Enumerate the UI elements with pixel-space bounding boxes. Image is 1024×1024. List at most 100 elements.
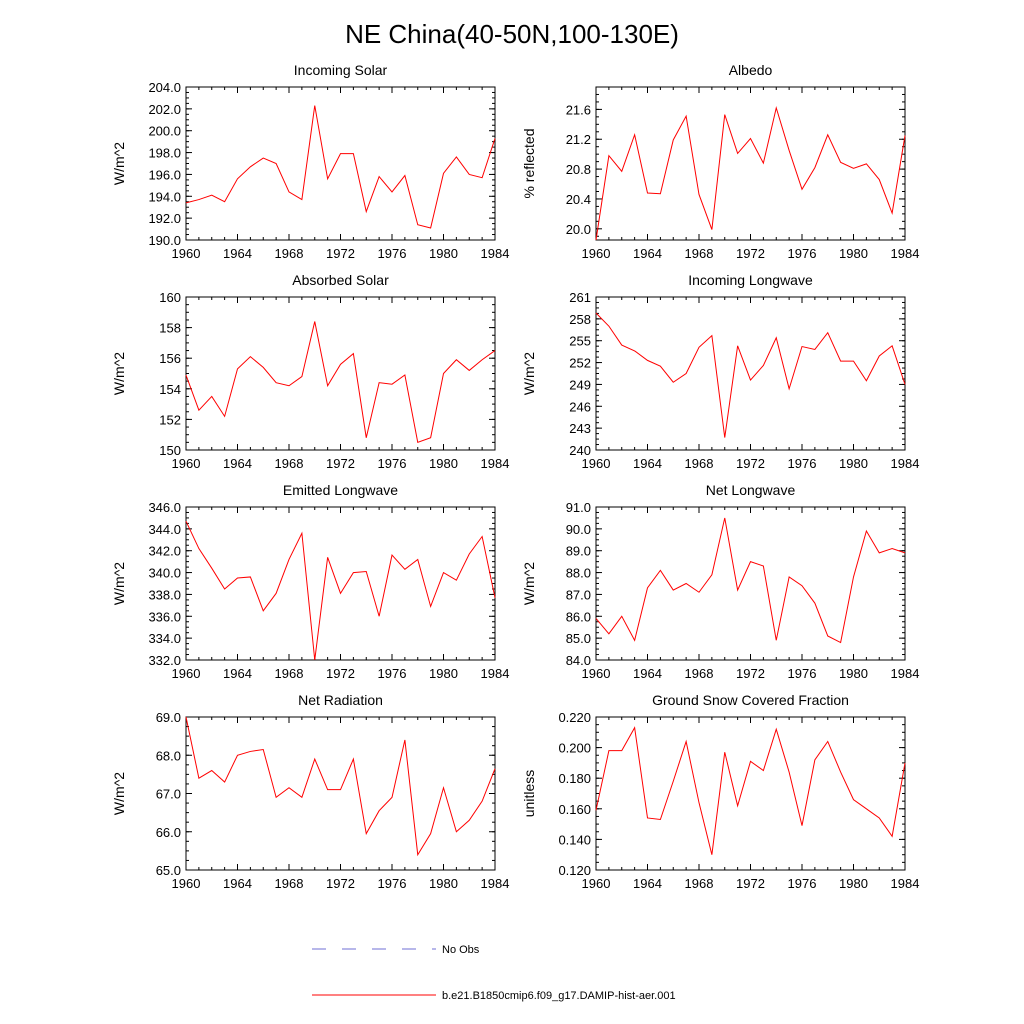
x-tick-label: 1968 [275, 246, 304, 261]
y-tick-label: 90.0 [566, 522, 591, 537]
x-tick-label: 1984 [481, 246, 510, 261]
y-tick-label: 20.4 [566, 192, 591, 207]
y-tick-label: 0.160 [558, 802, 591, 817]
series-line [185, 105, 496, 229]
panel-5: Emitted Longwave 1960 1964 1968 1972 1976 1980… [111, 482, 509, 681]
panel-7: Net Radiation 1960 1964 1968 1972 1976 1980 198… [111, 692, 509, 891]
y-tick-label: 204.0 [148, 80, 181, 95]
panel-1: Incoming Solar 1960 1964 1968 1972 1976 1980 19… [111, 62, 509, 261]
panel-title: Incoming Longwave [688, 272, 813, 288]
x-tick-label: 1960 [582, 246, 611, 261]
y-tick-label: 340.0 [148, 566, 181, 581]
y-tick-label: 246 [569, 399, 591, 414]
y-tick-label: 338.0 [148, 587, 181, 602]
x-tick-label: 1960 [172, 246, 201, 261]
y-tick-label: 154 [159, 382, 181, 397]
y-tick-label: 0.140 [558, 832, 591, 847]
y-tick-label: 200.0 [148, 124, 181, 139]
y-tick-label: 0.220 [558, 710, 591, 725]
panel-6: Net Longwave 1960 1964 1968 1972 1976 1980 1984… [521, 482, 919, 681]
panel-2: Albedo 1960 1964 1968 1972 1976 1980 1984 20.0 20… [521, 62, 919, 261]
x-tick-label: 1960 [172, 666, 201, 681]
y-tick-label: 152 [159, 412, 181, 427]
x-tick-label: 1960 [582, 456, 611, 471]
legend-label-no-obs: No Obs [442, 944, 480, 956]
x-tick-label: 1972 [326, 246, 355, 261]
x-tick-label: 1980 [429, 666, 458, 681]
y-tick-label: 89.0 [566, 544, 591, 559]
plot-frame [595, 716, 906, 871]
x-tick-label: 1976 [788, 456, 817, 471]
x-tick-label: 1984 [891, 456, 920, 471]
x-tick-label: 1972 [736, 876, 765, 891]
y-tick-label: 21.2 [566, 132, 591, 147]
y-tick-label: 84.0 [566, 653, 591, 668]
x-tick-label: 1964 [223, 456, 252, 471]
y-tick-label: 65.0 [156, 863, 181, 878]
legend: No Obs b.e21.B1850cmip6.f09_g17.DAMIP-hi… [312, 944, 676, 1002]
x-tick-label: 1976 [788, 666, 817, 681]
y-axis-label: W/m^2 [111, 562, 127, 605]
x-tick-label: 1980 [839, 666, 868, 681]
panel-title: Absorbed Solar [292, 272, 389, 288]
y-axis-label: W/m^2 [111, 352, 127, 395]
x-tick-label: 1984 [481, 876, 510, 891]
y-tick-label: 240 [569, 443, 591, 458]
series-line [595, 105, 906, 241]
x-tick-label: 1984 [891, 666, 920, 681]
panel-title: Net Longwave [706, 482, 796, 498]
y-tick-label: 261 [569, 290, 591, 305]
y-tick-label: 20.0 [566, 222, 591, 237]
x-tick-label: 1968 [685, 876, 714, 891]
plot-frame [185, 506, 496, 661]
x-tick-label: 1960 [172, 876, 201, 891]
x-tick-label: 1964 [223, 876, 252, 891]
y-tick-label: 91.0 [566, 500, 591, 515]
x-tick-label: 1976 [378, 666, 407, 681]
y-tick-label: 249 [569, 377, 591, 392]
y-axis-label: W/m^2 [521, 562, 537, 605]
plot-frame [595, 296, 906, 451]
x-tick-label: 1960 [172, 456, 201, 471]
x-tick-label: 1980 [429, 456, 458, 471]
y-tick-label: 190.0 [148, 233, 181, 248]
x-tick-label: 1972 [326, 456, 355, 471]
y-tick-label: 342.0 [148, 544, 181, 559]
y-tick-label: 68.0 [156, 748, 181, 763]
y-tick-label: 243 [569, 421, 591, 436]
panel-title: Emitted Longwave [283, 482, 398, 498]
x-tick-label: 1976 [788, 246, 817, 261]
y-tick-label: 66.0 [156, 825, 181, 840]
x-tick-label: 1984 [481, 666, 510, 681]
y-tick-label: 20.8 [566, 162, 591, 177]
y-tick-label: 86.0 [566, 609, 591, 624]
x-tick-label: 1972 [326, 666, 355, 681]
y-tick-label: 336.0 [148, 609, 181, 624]
plot-frame [185, 716, 496, 871]
x-tick-label: 1964 [633, 876, 662, 891]
x-tick-label: 1976 [788, 876, 817, 891]
y-axis-label: % reflected [521, 128, 537, 198]
x-tick-label: 1960 [582, 876, 611, 891]
x-tick-label: 1968 [275, 876, 304, 891]
y-tick-label: 258 [569, 312, 591, 327]
plot-frame [595, 506, 906, 661]
y-axis-label: W/m^2 [111, 772, 127, 815]
y-tick-label: 0.200 [558, 741, 591, 756]
x-tick-label: 1984 [891, 246, 920, 261]
x-tick-label: 1968 [275, 666, 304, 681]
x-tick-label: 1980 [429, 876, 458, 891]
plot-frame [185, 86, 496, 241]
x-tick-label: 1964 [223, 246, 252, 261]
panel-3: Absorbed Solar 1960 1964 1968 1972 1976 1980 19… [111, 272, 509, 471]
y-tick-label: 21.6 [566, 102, 591, 117]
x-tick-label: 1968 [685, 666, 714, 681]
x-tick-label: 1968 [685, 456, 714, 471]
y-tick-label: 196.0 [148, 167, 181, 182]
y-axis-label: W/m^2 [111, 142, 127, 185]
x-tick-label: 1980 [839, 876, 868, 891]
panel-8: Ground Snow Covered Fraction 1960 1964 1968… [521, 692, 919, 891]
y-tick-label: 334.0 [148, 631, 181, 646]
panel-title: Albedo [729, 62, 773, 78]
